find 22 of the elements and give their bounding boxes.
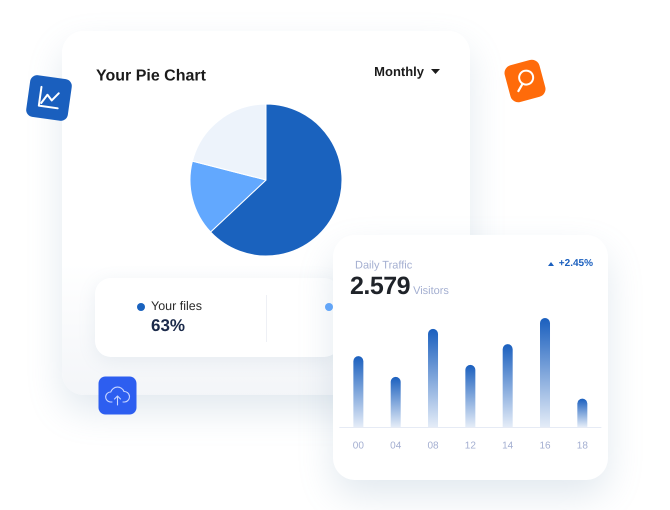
data-label: 63% xyxy=(151,316,186,336)
text: Monthly xyxy=(374,64,424,79)
x-tick-label: 04 xyxy=(390,440,402,452)
legend-label: Your files xyxy=(151,299,202,313)
text: 2.579 xyxy=(350,272,410,301)
x-tick-label: 00 xyxy=(352,440,364,452)
bar xyxy=(502,344,513,427)
x-tick-label: 08 xyxy=(427,440,440,452)
chart-title: Your Pie Chart xyxy=(96,68,207,84)
text: +2.45% xyxy=(558,258,593,269)
x-tick-label: 16 xyxy=(539,440,552,452)
bar xyxy=(465,364,476,427)
bar xyxy=(577,398,588,427)
bar xyxy=(353,356,364,427)
text: Visitors xyxy=(413,285,449,297)
bar xyxy=(540,318,550,427)
bar xyxy=(390,376,401,427)
x-tick-label: 12 xyxy=(464,440,476,452)
x-tick-label: 14 xyxy=(502,440,514,452)
x-tick-label: 18 xyxy=(576,440,588,452)
chart-title: Daily Traffic xyxy=(355,260,413,272)
bar xyxy=(428,328,438,427)
